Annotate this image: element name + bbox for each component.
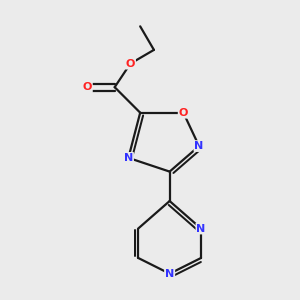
- Text: N: N: [165, 269, 174, 279]
- Text: N: N: [124, 153, 133, 163]
- Text: O: O: [179, 108, 188, 118]
- Text: O: O: [126, 58, 135, 69]
- Text: N: N: [196, 224, 206, 233]
- Text: N: N: [194, 141, 204, 151]
- Text: O: O: [82, 82, 92, 92]
